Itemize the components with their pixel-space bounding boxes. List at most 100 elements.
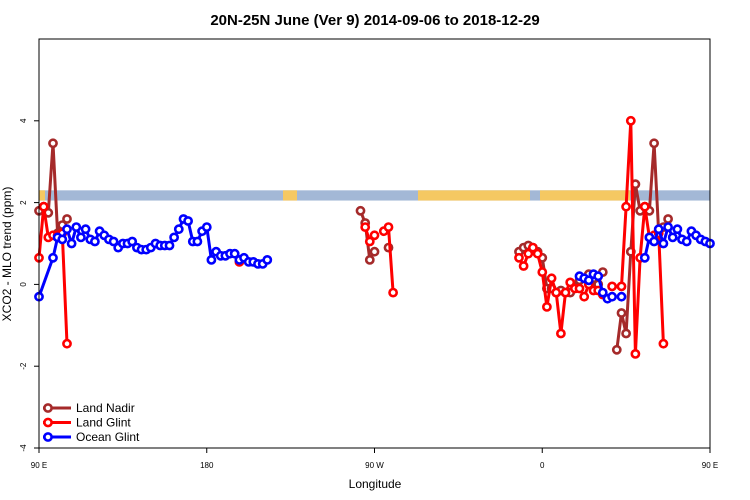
data-point-ocean-glint (663, 222, 673, 232)
data-point-ocean-glint (169, 232, 179, 243)
data-point-ocean-glint (192, 236, 203, 247)
data-point-ocean-glint (48, 252, 58, 263)
data-point-ocean-glint (201, 222, 212, 232)
data-point-land-glint (621, 201, 631, 212)
legend-item-land-glint: Land Glint (43, 416, 131, 430)
data-point-land-glint (565, 277, 576, 288)
x-tick-label: 180 (200, 461, 214, 470)
map-strip (39, 190, 710, 201)
y-tick-label: 0 (19, 282, 28, 287)
data-point-land-glint (38, 201, 49, 212)
data-point-ocean-glint (681, 236, 692, 247)
data-point-land-nadir (611, 344, 622, 355)
land-strip (39, 190, 630, 201)
data-point-land-glint (62, 338, 72, 349)
data-point-land-glint (360, 222, 371, 232)
legend-label: Ocean Glint (76, 430, 140, 444)
data-point-land-nadir (663, 214, 673, 224)
y-tick-label: -4 (19, 444, 28, 452)
data-point-land-glint (542, 301, 552, 312)
land-patch (283, 190, 297, 201)
legend-label: Land Nadir (76, 401, 135, 415)
x-tick-label: 90 E (31, 461, 47, 470)
data-point-ocean-glint (127, 236, 138, 247)
data-point-land-glint (532, 248, 543, 259)
data-point-land-nadir (649, 138, 659, 149)
y-tick-label: 4 (19, 118, 28, 123)
data-point-land-glint (658, 338, 669, 349)
data-point-land-nadir (369, 246, 380, 257)
chart-title: 20N-25N June (Ver 9) 2014-09-06 to 2018-… (210, 12, 539, 29)
data-point-ocean-glint (672, 224, 683, 235)
data-point-ocean-glint (76, 232, 86, 243)
ocean-strip (39, 190, 710, 201)
y-axis-label: XCO2 - MLO trend (ppm) (0, 187, 14, 322)
data-point-land-nadir (616, 308, 627, 318)
data-point-ocean-glint (262, 254, 273, 265)
series-layer (34, 115, 715, 359)
data-point-land-glint (560, 287, 571, 298)
data-point-ocean-glint (57, 234, 68, 245)
data-point-land-glint (625, 115, 636, 126)
legend-swatch-marker (43, 403, 53, 413)
data-point-land-glint (369, 230, 380, 241)
data-point-ocean-glint (80, 224, 91, 235)
data-point-ocean-glint (653, 224, 664, 235)
data-point-ocean-glint (616, 291, 627, 302)
data-point-land-glint (639, 201, 650, 212)
data-point-ocean-glint (583, 275, 594, 286)
data-point-land-nadir (355, 205, 366, 216)
legend-swatch-marker (43, 417, 53, 428)
data-point-land-glint (574, 283, 585, 294)
land-patch (418, 190, 530, 201)
legend-swatch-marker (43, 432, 53, 442)
data-point-land-nadir (364, 254, 375, 265)
x-tick-label: 90 W (365, 461, 384, 470)
data-point-land-glint (579, 291, 590, 302)
data-point-ocean-glint (108, 236, 119, 247)
data-point-land-glint (514, 252, 524, 263)
data-point-ocean-glint (667, 232, 678, 243)
data-point-land-glint (383, 222, 394, 232)
data-point-ocean-glint (71, 222, 82, 232)
x-axis-label: Longitude (349, 477, 402, 491)
data-point-ocean-glint (173, 224, 184, 235)
data-point-ocean-glint (593, 271, 604, 282)
data-point-land-glint (364, 236, 375, 247)
data-point-ocean-glint (90, 236, 100, 247)
land-patch (540, 190, 630, 201)
data-point-ocean-glint (183, 216, 193, 226)
legend-item-land-nadir: Land Nadir (43, 401, 135, 415)
data-point-land-glint (616, 281, 627, 292)
x-tick-label: 0 (540, 461, 545, 470)
data-point-land-glint (551, 287, 562, 298)
data-point-land-glint (523, 248, 534, 259)
y-axis: -4 -2 0 2 4 (19, 118, 39, 452)
data-point-ocean-glint (607, 291, 617, 302)
data-point-ocean-glint (658, 238, 669, 249)
series-ocean-glint (34, 214, 715, 304)
data-point-ocean-glint (597, 287, 608, 298)
x-axis: 90 E 180 90 W 0 90 E (31, 448, 718, 470)
data-point-ocean-glint (649, 236, 659, 247)
data-point-ocean-glint (66, 238, 77, 249)
data-point-land-glint (388, 287, 398, 298)
data-point-ocean-glint (206, 254, 217, 265)
data-point-land-glint (630, 348, 641, 359)
data-point-land-glint (537, 267, 548, 277)
plot-frame (38, 38, 711, 449)
data-point-ocean-glint (164, 240, 175, 251)
legend-item-ocean-glint: Ocean Glint (43, 430, 140, 444)
data-point-land-nadir (621, 328, 631, 339)
y-tick-label: -2 (19, 362, 28, 370)
x-tick-label: 90 E (702, 461, 718, 470)
series-line-land-glint (382, 225, 395, 293)
data-point-land-glint (546, 273, 557, 284)
y-tick-label: 2 (19, 200, 28, 205)
land-patch (39, 190, 45, 201)
data-point-land-glint (518, 261, 529, 271)
data-point-land-nadir (62, 214, 72, 224)
data-point-ocean-glint (62, 224, 72, 235)
